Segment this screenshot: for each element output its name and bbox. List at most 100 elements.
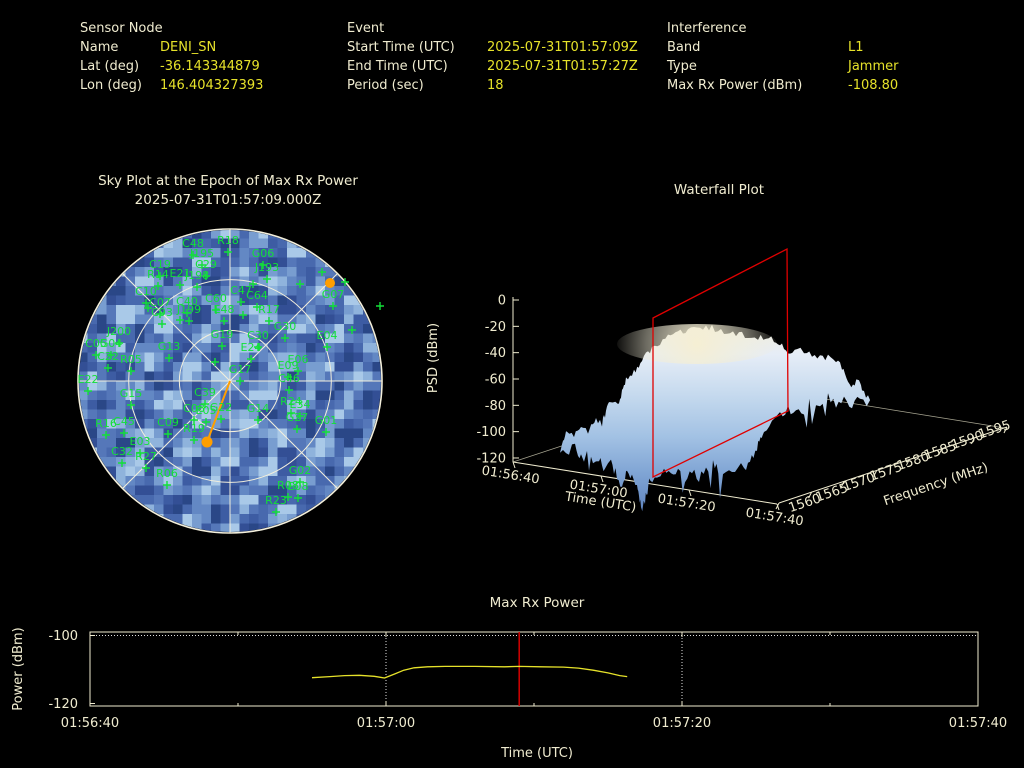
- heat-cell: [249, 523, 259, 532]
- heat-cell: [182, 324, 193, 334]
- header-row: Start Time (UTC) 2025-07-31T01:57:09Z: [347, 38, 638, 57]
- heat-cell: [163, 485, 174, 496]
- heat-cell: [372, 409, 381, 420]
- time-tick-mark: [600, 475, 604, 483]
- heat-cell: [211, 400, 221, 410]
- heat-cell: [306, 390, 316, 401]
- satellite-label: C48: [182, 237, 204, 250]
- heat-cell: [239, 485, 250, 496]
- heat-cell: [97, 324, 107, 334]
- satellite-marker: [190, 436, 198, 444]
- header-row-label: Type: [667, 59, 697, 74]
- heat-cell: [144, 409, 155, 420]
- heat-cell: [325, 305, 335, 315]
- heat-cell: [258, 305, 269, 315]
- heat-cell: [220, 523, 231, 532]
- frequency-tick-mark: [840, 481, 845, 488]
- heat-cell: [211, 428, 221, 439]
- heat-cell: [344, 428, 354, 439]
- heat-cell: [230, 230, 240, 239]
- heat-cell: [79, 352, 88, 363]
- satellite-marker: [253, 303, 261, 311]
- heat-cell: [249, 438, 259, 448]
- heat-cell: [230, 514, 240, 524]
- heat-cell: [239, 305, 250, 315]
- satellite-marker: [348, 326, 356, 334]
- satellite-label: E21: [170, 267, 191, 280]
- satellite-label: E03: [130, 435, 151, 448]
- heat-cell: [296, 485, 307, 496]
- heat-cell: [106, 390, 117, 401]
- heat-cell: [220, 457, 231, 467]
- waterfall-psd-axis-label: PSD (dBm): [426, 323, 441, 393]
- heat-cell: [192, 447, 202, 458]
- heat-cell: [106, 305, 117, 315]
- heat-cell: [79, 409, 88, 420]
- satellite-marker: [293, 425, 301, 433]
- heat-cell: [230, 447, 240, 458]
- heat-cell: [230, 295, 240, 306]
- header-row-label: Period (sec): [347, 78, 424, 93]
- satellite-label: J193: [254, 261, 279, 274]
- heat-cell: [173, 362, 183, 372]
- frequency-tick-mark: [938, 448, 943, 455]
- heat-cell: [315, 371, 326, 382]
- heat-cell: [287, 390, 297, 401]
- heat-cell: [382, 362, 392, 372]
- heat-cell: [135, 390, 145, 401]
- heat-cell: [287, 343, 297, 353]
- heat-cell: [296, 248, 307, 258]
- heat-cell: [125, 295, 136, 306]
- heat-cell: [315, 447, 326, 458]
- heat-cell: [192, 324, 202, 334]
- heat-cell: [315, 390, 326, 401]
- satellite-marker: [107, 351, 115, 359]
- satellite-marker: [296, 412, 304, 420]
- heat-cell: [296, 362, 307, 372]
- heat-cell: [230, 504, 240, 515]
- heat-cell: [353, 381, 364, 391]
- heat-cell: [87, 314, 98, 325]
- heat-cell: [325, 390, 335, 401]
- heat-cell: [315, 257, 326, 268]
- satellite-label: G14: [247, 402, 270, 415]
- heat-cell: [268, 248, 278, 258]
- heat-cell: [201, 476, 212, 486]
- heat-cell: [239, 324, 250, 334]
- header-row-value: L1: [848, 40, 864, 55]
- heat-cell: [163, 504, 174, 515]
- heat-cell: [182, 267, 193, 277]
- heat-cell: [144, 419, 155, 429]
- heat-cell: [230, 343, 240, 353]
- heat-cell: [154, 419, 164, 429]
- heat-cell: [344, 466, 354, 477]
- heat-cell: [306, 419, 316, 429]
- satellite-marker: [263, 275, 271, 283]
- heat-cell: [125, 466, 136, 477]
- heat-cell: [144, 267, 155, 277]
- heat-cell: [287, 352, 297, 363]
- heat-cell: [97, 381, 107, 391]
- satellite-marker: [156, 310, 164, 318]
- satellite-marker: [272, 508, 280, 516]
- heat-cell: [325, 295, 335, 306]
- heat-cell: [249, 419, 259, 429]
- heat-cell: [258, 485, 269, 496]
- heat-cell: [135, 324, 145, 334]
- heat-cell: [135, 314, 145, 325]
- heat-cell: [325, 352, 335, 363]
- heat-cell: [220, 352, 231, 363]
- heat-cell: [268, 267, 278, 277]
- heat-cell: [201, 381, 212, 391]
- heat-cell: [173, 381, 183, 391]
- satellite-label: C09: [157, 416, 179, 429]
- heat-cell: [353, 400, 364, 410]
- heat-cell: [334, 447, 345, 458]
- heat-cell: [363, 314, 373, 325]
- heat-cell: [144, 362, 155, 372]
- heat-cell: [296, 504, 307, 515]
- heat-cell: [79, 314, 88, 325]
- y-tick-label: -120: [48, 697, 78, 712]
- heat-cell: [277, 457, 288, 467]
